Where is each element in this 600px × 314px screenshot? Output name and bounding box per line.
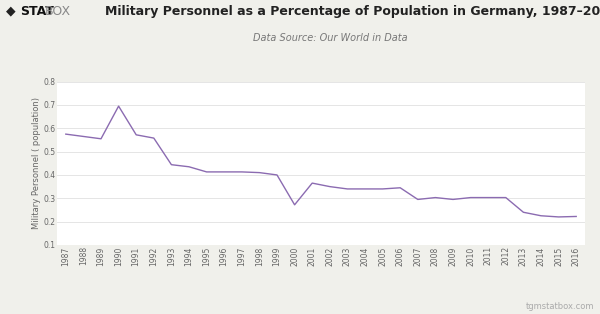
Y-axis label: Military Personnel ( population): Military Personnel ( population): [32, 97, 41, 229]
Text: Data Source: Our World in Data: Data Source: Our World in Data: [253, 33, 407, 43]
Text: ◆: ◆: [6, 5, 16, 18]
Text: STAT: STAT: [20, 5, 53, 18]
Text: BOX: BOX: [45, 5, 71, 18]
Text: Military Personnel as a Percentage of Population in Germany, 1987–2016: Military Personnel as a Percentage of Po…: [105, 5, 600, 18]
Text: tgmstatbox.com: tgmstatbox.com: [526, 302, 594, 311]
